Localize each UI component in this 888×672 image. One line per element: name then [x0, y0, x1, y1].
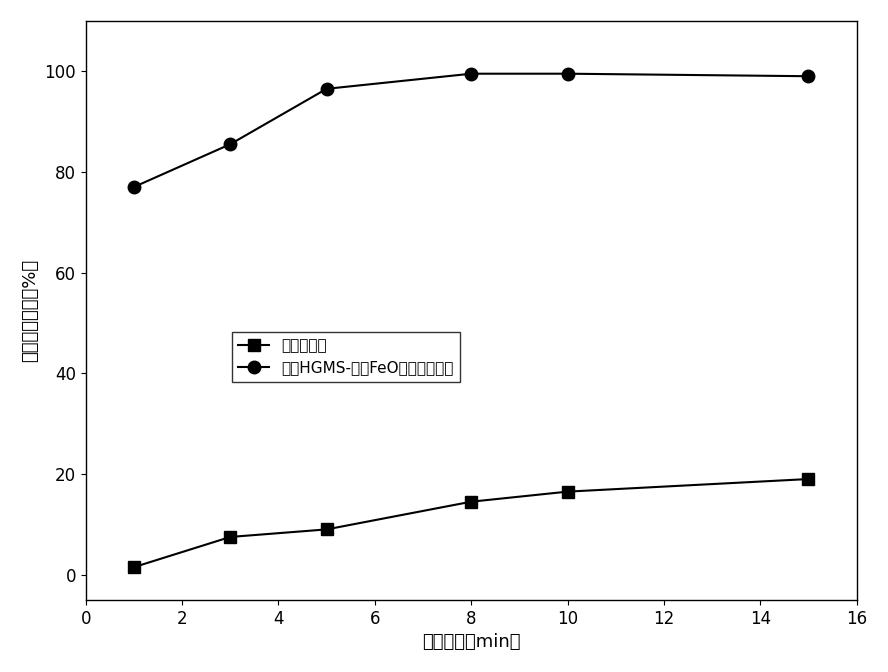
超导HGMS-负载FeO吸附耦合工艺 [466, 70, 477, 78]
无磁场静置 [803, 475, 813, 483]
Y-axis label: 砷离子去除率（%）: 砷离子去除率（%） [20, 259, 39, 362]
无磁场静置 [321, 526, 332, 534]
X-axis label: 静置时间（min）: 静置时间（min） [422, 633, 520, 651]
Legend: 无磁场静置, 超导HGMS-负载FeO吸附耦合工艺: 无磁场静置, 超导HGMS-负载FeO吸附耦合工艺 [232, 332, 459, 382]
超导HGMS-负载FeO吸附耦合工艺 [321, 85, 332, 93]
Line: 无磁场静置: 无磁场静置 [129, 474, 814, 573]
超导HGMS-负载FeO吸附耦合工艺 [562, 70, 573, 78]
Line: 超导HGMS-负载FeO吸附耦合工艺: 超导HGMS-负载FeO吸附耦合工艺 [128, 67, 814, 194]
无磁场静置 [225, 533, 235, 541]
超导HGMS-负载FeO吸附耦合工艺 [803, 72, 813, 80]
无磁场静置 [562, 488, 573, 496]
超导HGMS-负载FeO吸附耦合工艺 [129, 183, 139, 191]
无磁场静置 [129, 563, 139, 571]
无磁场静置 [466, 498, 477, 506]
超导HGMS-负载FeO吸附耦合工艺 [225, 140, 235, 149]
